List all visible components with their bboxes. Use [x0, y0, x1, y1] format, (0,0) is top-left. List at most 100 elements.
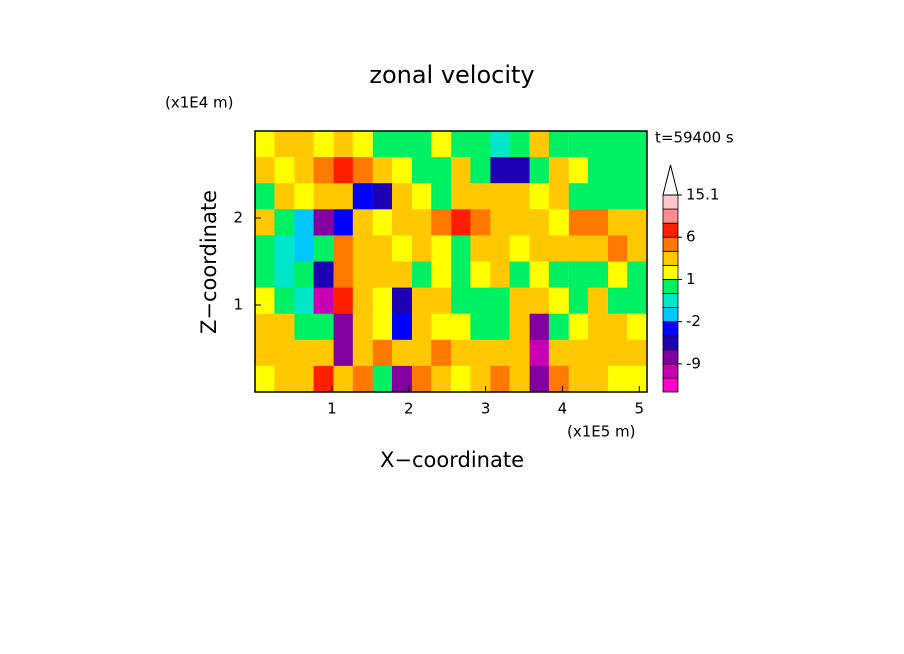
field-cell [431, 209, 452, 236]
colorbar-segment [662, 222, 679, 238]
field-cell [588, 157, 609, 184]
field-cell [451, 209, 472, 236]
field-cell [411, 235, 433, 262]
field-cell [568, 287, 589, 315]
field-cell [372, 287, 393, 315]
field-cell [588, 209, 609, 236]
x-unit: (x1E5 m) [567, 423, 636, 441]
y-tick-label: 1 [233, 296, 243, 314]
field-cell [352, 183, 373, 210]
colorbar-extend [662, 164, 679, 196]
field-cell [548, 339, 569, 367]
field-cell [509, 339, 530, 367]
field-cell [294, 261, 315, 289]
field-cell [294, 235, 315, 262]
field-cell [509, 313, 530, 341]
field-cell [451, 261, 472, 289]
field-cell [607, 339, 629, 367]
field-cell [470, 235, 491, 262]
field-cell [588, 183, 609, 210]
field-cell [392, 261, 413, 289]
field-cell [588, 235, 609, 262]
field-cell [509, 261, 530, 289]
time-annotation: t=59400 s [655, 129, 734, 147]
field-cell [509, 365, 530, 393]
field-cell [509, 183, 530, 210]
field-cell [509, 131, 530, 158]
field-cell [392, 235, 413, 262]
field-cell [451, 287, 472, 315]
field-cell [451, 313, 472, 341]
field-cell [372, 157, 393, 184]
field-cell [490, 131, 511, 158]
field-cell [411, 365, 433, 393]
field-cell [352, 261, 373, 289]
field-cell [607, 131, 629, 158]
colorbar-segment [662, 349, 679, 365]
colorbar-segment [662, 236, 679, 252]
field-cell [411, 183, 433, 210]
field-cell [372, 209, 393, 236]
field-cell [529, 131, 550, 158]
field-cell [294, 183, 315, 210]
field-cell [627, 313, 648, 341]
colorbar-segment [662, 321, 679, 337]
field-cell [274, 183, 295, 210]
field-cell [627, 365, 648, 393]
field-cell [627, 157, 648, 184]
field-cell [509, 287, 530, 315]
field-cell [411, 131, 433, 158]
colorbar-segment [662, 335, 679, 351]
field-cell [490, 313, 511, 341]
field-cell [333, 157, 354, 184]
field-cell [313, 183, 334, 210]
field-cell [470, 209, 491, 236]
field-cell [529, 157, 550, 184]
field-cell [274, 339, 295, 367]
field-cell [470, 261, 491, 289]
y-tick-label: 2 [233, 209, 243, 227]
field-cell [451, 183, 472, 210]
colorbar-segment [662, 307, 679, 323]
field-cell [529, 261, 550, 289]
field-cell [255, 235, 276, 262]
field-cell [607, 209, 629, 236]
field-cell [529, 235, 550, 262]
field-cell [333, 209, 354, 236]
field-cell [333, 339, 354, 367]
x-tick-label: 1 [327, 400, 337, 418]
field-cell [255, 339, 276, 367]
x-tick-label: 3 [481, 400, 491, 418]
field-cell [431, 157, 452, 184]
field-cell [411, 261, 433, 289]
field-cell [627, 183, 648, 210]
field-cell [627, 131, 648, 158]
colorbar-segment [662, 293, 679, 308]
colorbar-tick-label: 1 [686, 270, 696, 288]
field-cell [588, 313, 609, 341]
field-cell [588, 339, 609, 367]
field-cell [548, 313, 569, 341]
field-cell [274, 209, 295, 236]
field-cell [627, 235, 648, 262]
field-cell [274, 313, 295, 341]
field-cell [568, 183, 589, 210]
field-cell [548, 261, 569, 289]
field-cell [352, 209, 373, 236]
field-cell [294, 131, 315, 158]
field-cell [333, 261, 354, 289]
colorbar-tick-label: 6 [686, 228, 696, 246]
field-cell [294, 339, 315, 367]
colorbar-tick-label: -2 [686, 312, 701, 330]
x-tick-label: 5 [635, 400, 645, 418]
field-cell [490, 339, 511, 367]
field-cell [490, 235, 511, 262]
colorbar-tick-label: 15.1 [686, 186, 719, 204]
y-unit: (x1E4 m) [165, 94, 234, 112]
field-cell [392, 183, 413, 210]
field-cell [607, 235, 629, 262]
colorbar-tick-label: -9 [686, 354, 701, 372]
field-cell [568, 339, 589, 367]
colorbar-segment [662, 264, 679, 280]
field-cell [431, 365, 452, 393]
